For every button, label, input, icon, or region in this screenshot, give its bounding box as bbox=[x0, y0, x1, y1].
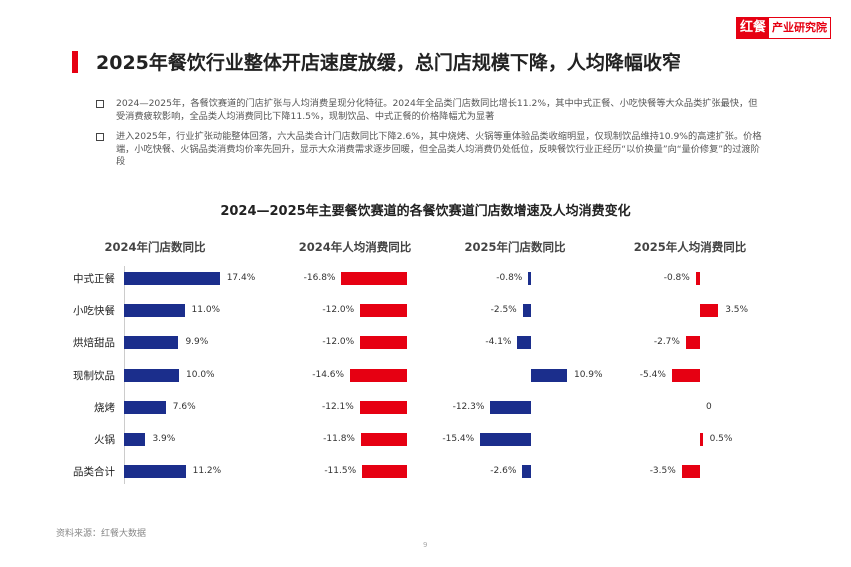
square-bullet-icon bbox=[96, 133, 104, 141]
data-label: 11.2% bbox=[192, 466, 222, 477]
data-label: -5.4% bbox=[639, 369, 666, 380]
bar bbox=[341, 272, 407, 285]
bar bbox=[124, 433, 146, 446]
data-label: -15.4% bbox=[442, 434, 475, 444]
bar bbox=[681, 465, 700, 479]
panel-title: 2025年门店数同比 bbox=[464, 240, 566, 254]
data-label: -11.8% bbox=[323, 434, 355, 444]
bar bbox=[350, 368, 407, 382]
data-label: 10.9% bbox=[573, 369, 603, 380]
bar bbox=[490, 400, 531, 414]
data-label: 17.4% bbox=[226, 273, 256, 283]
bar bbox=[531, 368, 567, 382]
data-label: -2.5% bbox=[490, 305, 517, 316]
bar bbox=[695, 272, 700, 285]
bar bbox=[522, 465, 531, 479]
bullet-text: 进入2025年，行业扩张动能整体回落，六大品类合计门店数同比下降2.6%，其中烧… bbox=[116, 131, 762, 167]
bar bbox=[522, 304, 531, 318]
data-label: -12.0% bbox=[322, 305, 355, 316]
data-label: 3.5% bbox=[725, 305, 749, 316]
category-label: 烧烤 bbox=[94, 401, 115, 414]
data-label: -12.3% bbox=[452, 401, 485, 412]
data-label: -3.5% bbox=[649, 466, 676, 477]
bar bbox=[124, 465, 186, 479]
bar bbox=[124, 336, 179, 350]
bullet-item: 进入2025年，行业扩张动能整体回落，六大品类合计门店数同比下降2.6%，其中烧… bbox=[96, 131, 766, 169]
category-label: 品类合计 bbox=[73, 466, 115, 479]
bar bbox=[124, 400, 166, 414]
bar bbox=[480, 433, 531, 446]
category-label: 烘焙甜品 bbox=[73, 337, 115, 350]
page-title: 2025年餐饮行业整体开店速度放缓，总门店规模下降，人均降幅收窄 bbox=[96, 52, 681, 74]
bar bbox=[124, 368, 179, 382]
data-label: 3.9% bbox=[152, 434, 176, 444]
data-label: -2.6% bbox=[490, 466, 517, 477]
bar bbox=[124, 272, 220, 285]
bar bbox=[517, 336, 531, 350]
source-note: 资料来源：红餐大数据 bbox=[56, 529, 147, 539]
category-label: 小吃快餐 bbox=[73, 305, 115, 318]
data-label: -0.8% bbox=[496, 273, 523, 283]
bar bbox=[700, 433, 703, 446]
data-label: 7.6% bbox=[172, 401, 196, 412]
bullet-item: 2024—2025年，各餐饮赛道的门店扩张与人均消费呈现分化特征。2024年全品… bbox=[96, 98, 766, 123]
page-number: 9 bbox=[423, 541, 428, 549]
data-label: -14.6% bbox=[312, 369, 345, 380]
title-accent bbox=[72, 51, 78, 73]
bar bbox=[685, 336, 700, 350]
bullet-text: 2024—2025年，各餐饮赛道的门店扩张与人均消费呈现分化特征。2024年全品… bbox=[116, 98, 758, 122]
data-label: 9.9% bbox=[185, 337, 209, 348]
data-label: -12.0% bbox=[322, 337, 355, 348]
bullet-list: 2024—2025年，各餐饮赛道的门店扩张与人均消费呈现分化特征。2024年全品… bbox=[96, 98, 766, 177]
data-label: 0.5% bbox=[709, 434, 733, 444]
data-label: -12.1% bbox=[321, 401, 354, 412]
data-label: -16.8% bbox=[303, 273, 336, 283]
data-label: -4.1% bbox=[485, 337, 512, 348]
data-label: -2.7% bbox=[653, 337, 680, 348]
data-label: 0 bbox=[706, 401, 712, 412]
bar bbox=[360, 304, 407, 318]
square-bullet-icon bbox=[96, 100, 104, 108]
bar bbox=[671, 368, 700, 382]
data-label: 10.0% bbox=[186, 369, 215, 380]
bar bbox=[360, 433, 407, 446]
bar bbox=[362, 465, 407, 479]
logo-mark: 红餐 bbox=[737, 18, 770, 38]
bar bbox=[700, 304, 719, 318]
bar bbox=[360, 336, 407, 350]
data-label: -0.8% bbox=[663, 273, 690, 283]
data-label: 11.0% bbox=[191, 305, 221, 316]
panel-title: 2024年人均消费同比 bbox=[298, 240, 412, 254]
category-label: 中式正餐 bbox=[73, 273, 115, 285]
chart-title: 2024—2025年主要餐饮赛道的各餐饮赛道门店数增速及人均消费变化 bbox=[220, 204, 631, 219]
bar bbox=[359, 400, 407, 414]
bar bbox=[528, 272, 531, 285]
logo-text: 产业研究院 bbox=[769, 18, 831, 38]
data-label: -11.5% bbox=[324, 466, 357, 477]
category-label: 现制饮品 bbox=[73, 369, 115, 382]
panel-title: 2024年门店数同比 bbox=[104, 240, 206, 254]
panel-title: 2025年人均消费同比 bbox=[633, 240, 747, 254]
category-label: 火锅 bbox=[94, 434, 115, 446]
bar bbox=[124, 304, 185, 318]
logo: 红餐 产业研究院 bbox=[736, 17, 832, 39]
